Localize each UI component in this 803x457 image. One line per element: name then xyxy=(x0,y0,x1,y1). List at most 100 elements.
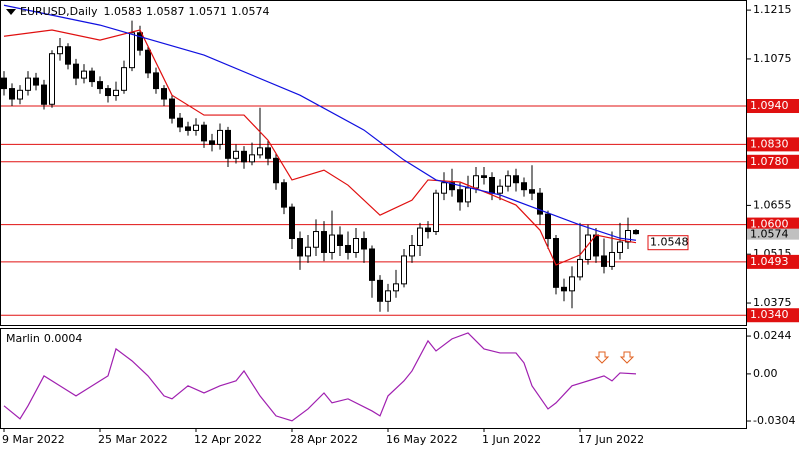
candle-body xyxy=(561,286,567,292)
x-tick-label: 28 Apr 2022 xyxy=(290,433,358,446)
candle-body xyxy=(417,227,423,246)
signal-arrow xyxy=(594,351,610,364)
y-tick-label: 0.0244 xyxy=(753,329,792,342)
indicator-name: Marlin xyxy=(6,332,40,345)
candle-body xyxy=(377,279,383,302)
candle-body xyxy=(209,140,215,145)
high: 1.0587 xyxy=(146,5,185,18)
candle-body xyxy=(265,147,271,159)
candle-body xyxy=(489,176,495,194)
candle-body xyxy=(225,129,231,159)
y-tick-label: -0.0304 xyxy=(753,414,795,427)
candle-body xyxy=(105,88,111,97)
level-label: 1.0830 xyxy=(750,137,789,150)
candle-body xyxy=(473,175,479,189)
candle-body xyxy=(513,175,519,184)
candle-body xyxy=(289,206,295,240)
chart-header: EURUSD,Daily 1.0583 1.0587 1.0571 1.0574 xyxy=(20,5,269,18)
y-tick-label: 1.0375 xyxy=(753,296,792,309)
current-price-label: 1.0574 xyxy=(750,228,789,241)
candle-body xyxy=(161,88,167,100)
candle-body xyxy=(121,67,127,91)
candle-body xyxy=(49,53,55,105)
x-tick-label: 25 Mar 2022 xyxy=(98,433,168,446)
close: 1.0574 xyxy=(231,5,270,18)
indicator-value: 0.0004 xyxy=(44,332,83,345)
level-label-box xyxy=(747,217,799,232)
candle-body xyxy=(153,72,159,90)
candle-body xyxy=(321,231,327,253)
candle-body xyxy=(481,175,487,178)
candle-body xyxy=(369,248,375,281)
candle-body xyxy=(257,147,263,156)
candle-body xyxy=(529,189,535,194)
candle-body xyxy=(201,124,207,142)
line-value-box xyxy=(647,235,689,251)
level-label-box xyxy=(747,137,799,152)
candle-body xyxy=(345,244,351,253)
candle-body xyxy=(217,129,223,145)
candle-body xyxy=(273,157,279,184)
candle-body xyxy=(193,124,199,131)
candle-body xyxy=(145,49,151,74)
x-tick-label: 1 Jun 2022 xyxy=(482,433,541,446)
candle-body xyxy=(233,150,239,159)
candle-body xyxy=(545,213,551,240)
candle-body xyxy=(449,182,455,191)
current-price-box xyxy=(747,228,799,240)
level-label-box xyxy=(747,154,799,169)
y-tick-label: 1.0655 xyxy=(753,198,792,211)
candle-body xyxy=(537,192,543,215)
candle-body xyxy=(177,117,183,128)
low: 1.0571 xyxy=(188,5,227,18)
candle-body xyxy=(609,251,615,267)
candle-body xyxy=(385,290,391,302)
candle-body xyxy=(361,238,367,250)
candle-body xyxy=(401,255,407,285)
candle-body xyxy=(169,98,175,119)
y-tick-label: 1.1215 xyxy=(753,3,792,16)
candle-body xyxy=(113,89,119,97)
candle-body xyxy=(17,89,23,100)
candle-body xyxy=(137,32,143,51)
indicator-header: Marlin 0.0004 xyxy=(6,332,82,345)
indicator-line xyxy=(3,332,637,422)
candle-body xyxy=(281,182,287,208)
candle-body xyxy=(1,77,7,90)
candle-body xyxy=(329,234,335,253)
candle-body xyxy=(25,77,31,91)
level-label: 1.0940 xyxy=(750,99,789,112)
candle-body xyxy=(625,229,631,243)
candle-body xyxy=(393,283,399,292)
candle-body xyxy=(73,63,79,79)
candle-body xyxy=(353,238,359,253)
candle-body xyxy=(497,185,503,194)
candle-body xyxy=(249,154,255,163)
candle-body xyxy=(553,238,559,288)
moving-average xyxy=(3,4,637,241)
candle-body xyxy=(425,227,431,233)
candle-body xyxy=(57,46,63,55)
signal-arrow xyxy=(619,351,635,364)
candle-body xyxy=(577,258,583,278)
candle-body xyxy=(433,192,439,233)
candle-body xyxy=(409,244,415,257)
level-label: 1.0340 xyxy=(750,308,789,321)
candle-body xyxy=(241,150,247,163)
candle-body xyxy=(337,234,343,246)
candle-body xyxy=(617,241,623,253)
candle-body xyxy=(185,126,191,131)
moving-average xyxy=(3,29,637,266)
candle-body xyxy=(633,229,639,235)
candle-body xyxy=(505,175,511,187)
candle-body xyxy=(33,77,39,86)
symbol: EURUSD,Daily xyxy=(20,5,98,18)
candle-body xyxy=(601,255,607,267)
candle-body xyxy=(89,70,95,83)
candle-body xyxy=(313,231,319,248)
level-label: 1.0600 xyxy=(750,218,789,231)
menu-triangle[interactable] xyxy=(6,9,16,15)
x-tick-label: 12 Apr 2022 xyxy=(194,433,262,446)
price-frame xyxy=(0,0,747,326)
candle-body xyxy=(41,84,47,105)
